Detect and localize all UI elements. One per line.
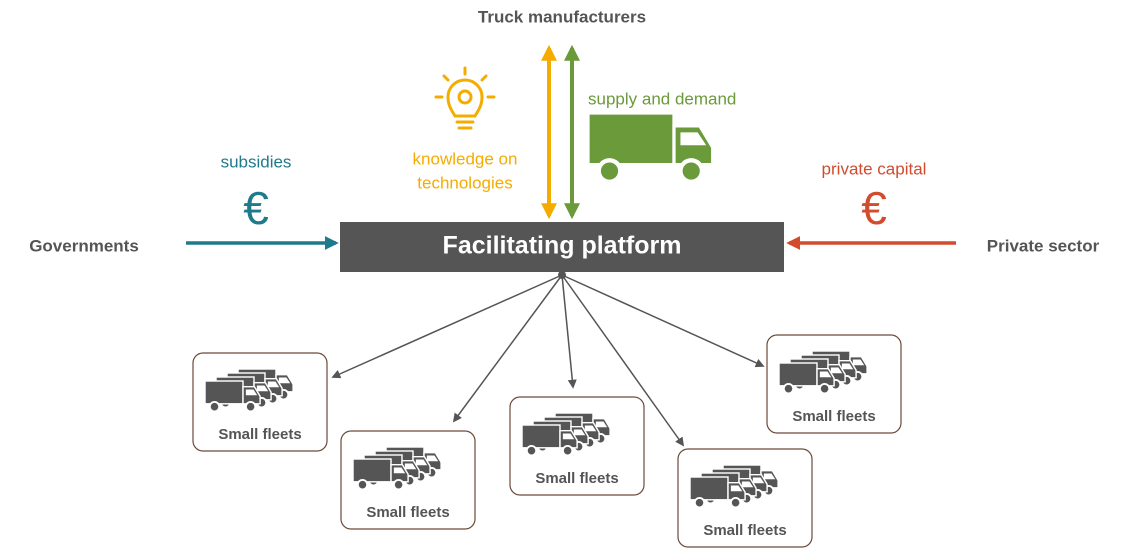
fleet-arrow — [331, 274, 563, 379]
platform-label: Facilitating platform — [443, 232, 682, 260]
fleets: Small fleets Small fleets Small fleets Smal… — [192, 274, 902, 548]
fleet-label: Small fleets — [535, 470, 618, 487]
right-label: Private sector — [987, 236, 1100, 255]
currency-symbol: € — [243, 182, 269, 234]
lightbulb-icon — [434, 66, 496, 130]
fleet-arrow — [452, 274, 563, 423]
supply-label: supply and demand — [588, 89, 736, 108]
top-label: Truck manufacturers — [478, 7, 646, 26]
flow-label: private capital — [822, 159, 927, 178]
fleet-arrow — [561, 274, 685, 447]
fleet-label: Small fleets — [366, 504, 449, 521]
fleet-label: Small fleets — [792, 408, 875, 425]
fleet-label: Small fleets — [703, 522, 786, 539]
fleet-arrow — [561, 274, 577, 389]
platform-box — [340, 222, 784, 272]
left-label: Governments — [29, 236, 139, 255]
knowledge-line: technologies — [417, 173, 512, 192]
truck-icon — [588, 113, 713, 182]
currency-symbol: € — [861, 182, 887, 234]
fleet-arrow — [561, 274, 765, 368]
fleet-label: Small fleets — [218, 426, 301, 443]
knowledge-line: knowledge on — [413, 149, 518, 168]
flow-label: subsidies — [221, 152, 292, 171]
